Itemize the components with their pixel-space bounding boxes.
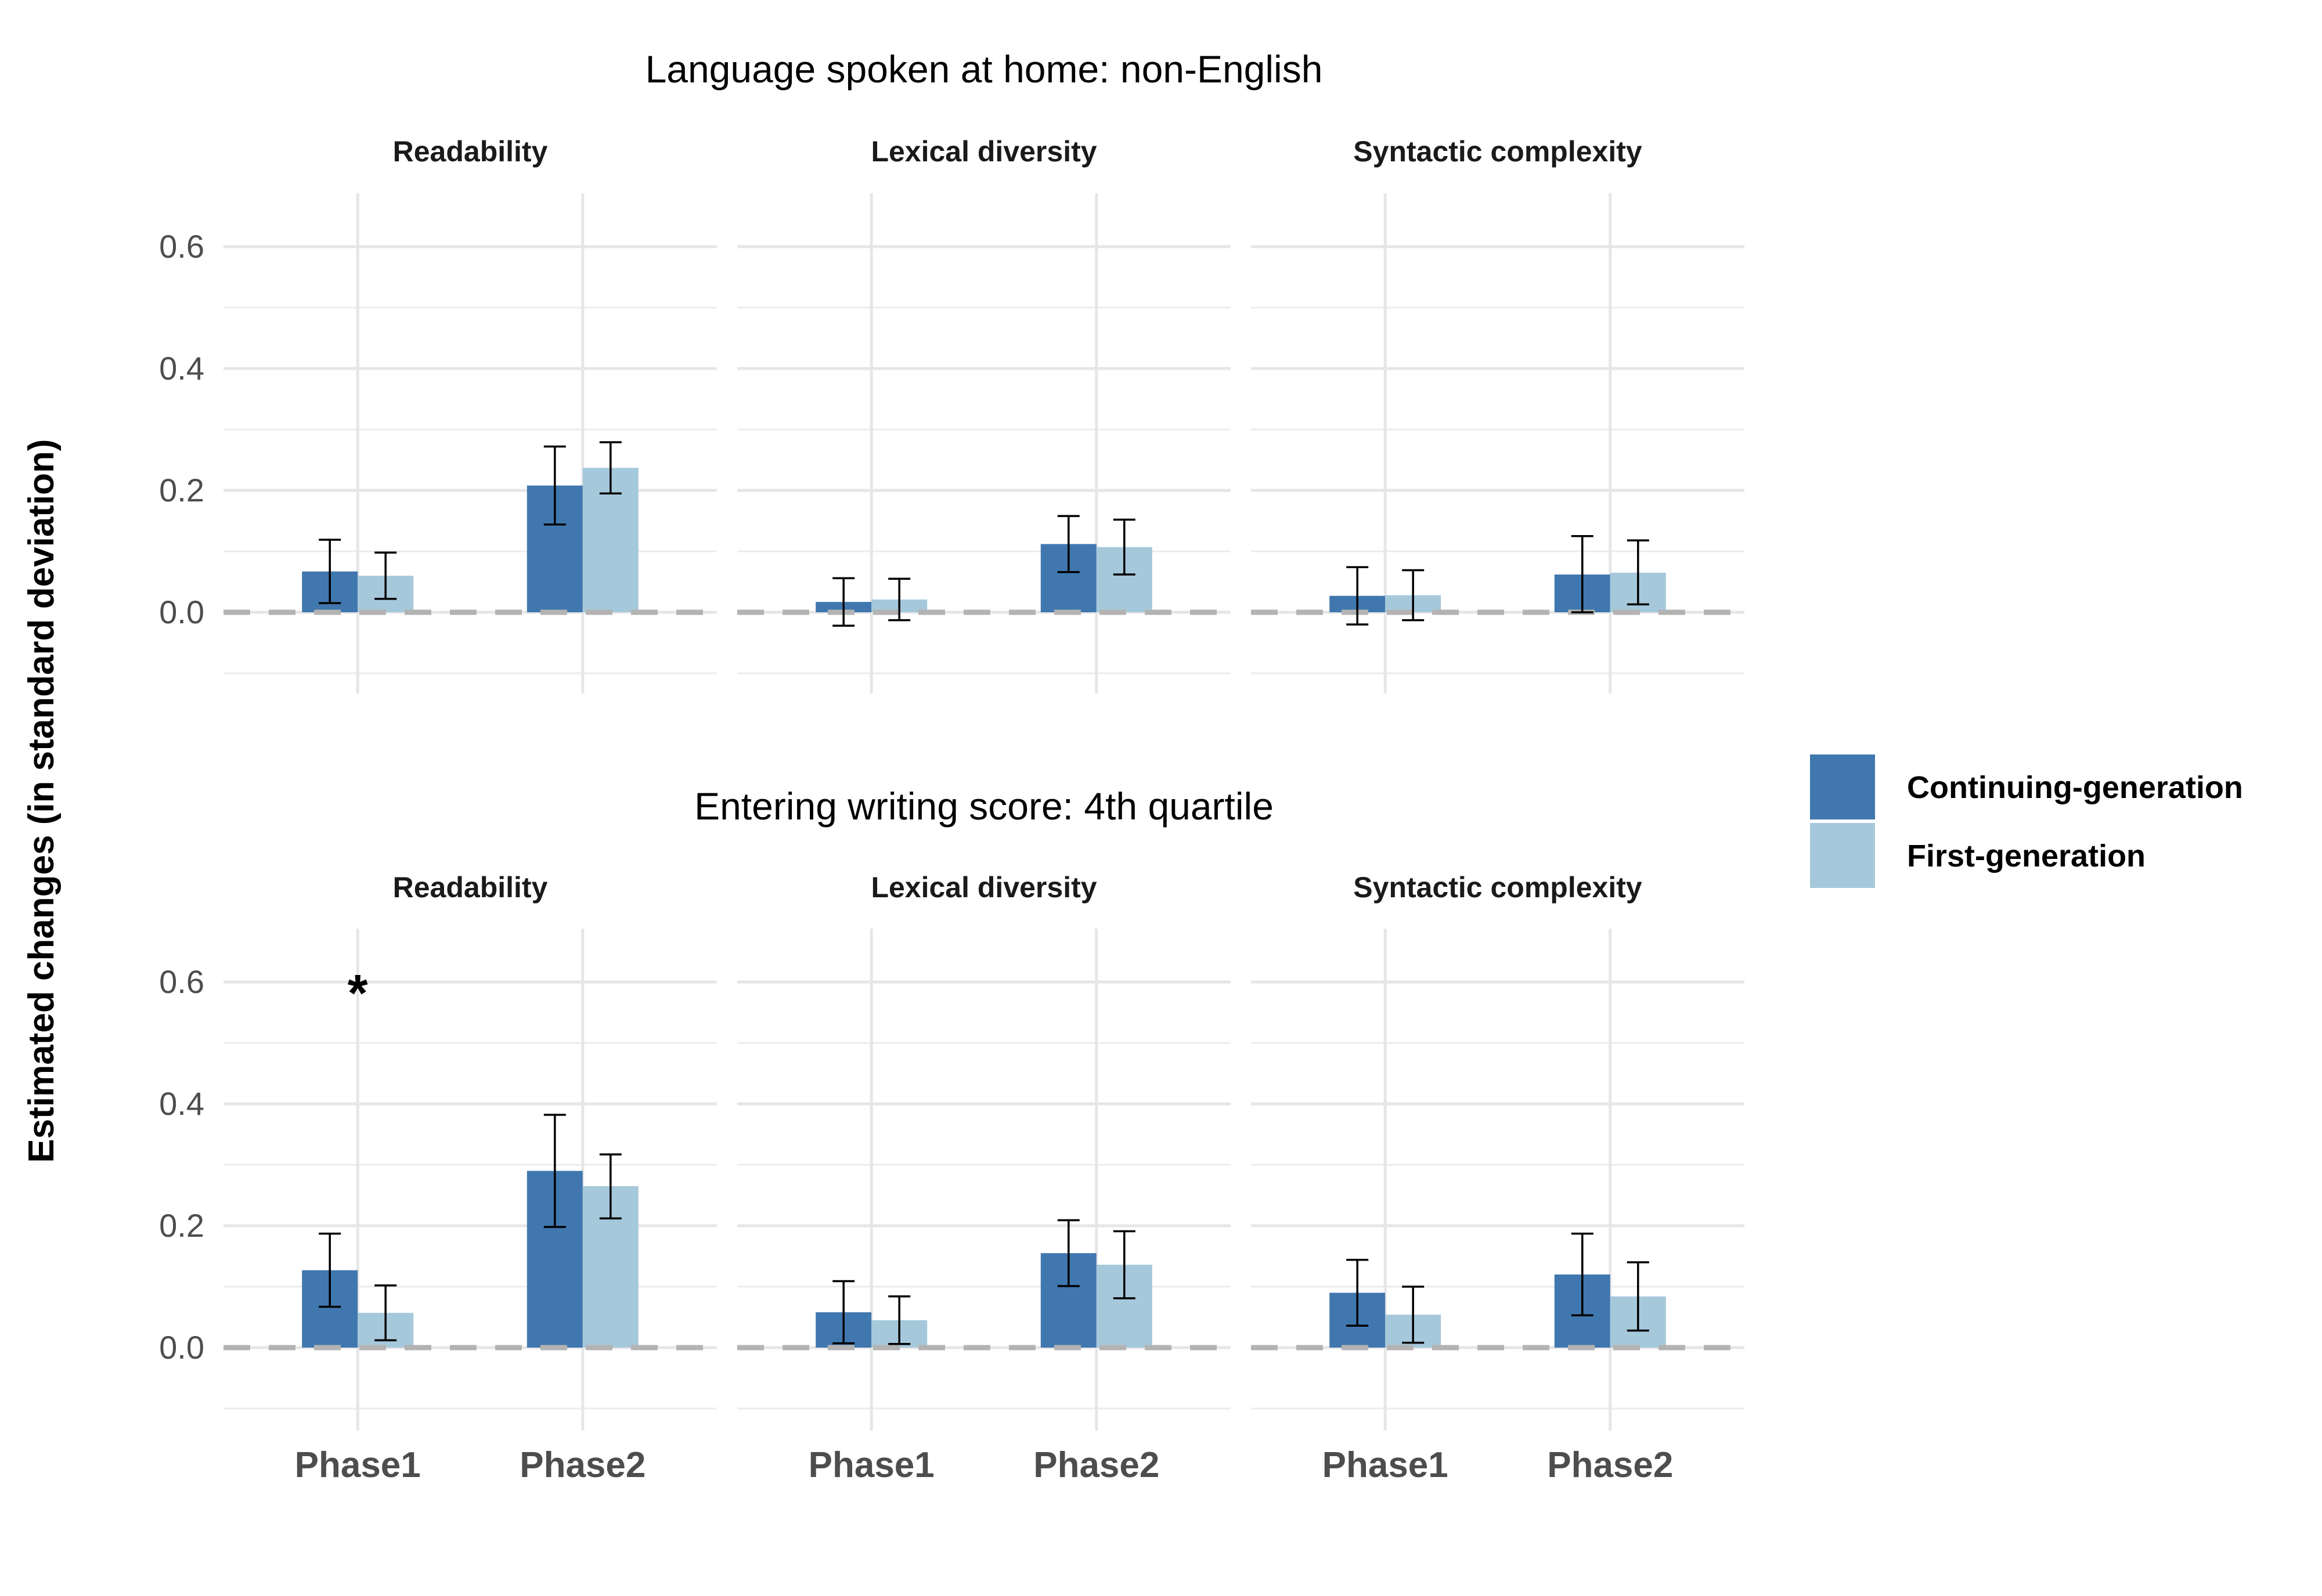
y-tick-label: 0.0 (159, 1329, 204, 1366)
y-tick-label: 0.6 (159, 228, 204, 265)
y-tick-label: 0.4 (159, 1085, 204, 1122)
facet-strip-label: Lexical diversity (871, 871, 1097, 904)
x-tick-label: Phase1 (809, 1445, 935, 1485)
x-tick-label: Phase2 (1033, 1445, 1159, 1485)
y-axis-title: Estimated changes (in standard deviation… (21, 439, 62, 1162)
facet-strip-label: Readability (393, 135, 548, 168)
y-tick-label: 0.6 (159, 963, 204, 1000)
x-tick-label: Phase2 (520, 1445, 646, 1485)
row-title: Entering writing score: 4th quartile (694, 785, 1274, 828)
y-tick-label: 0.0 (159, 594, 204, 630)
x-tick-label: Phase1 (1322, 1445, 1448, 1485)
legend-label: First-generation (1907, 839, 2146, 873)
facet-strip-label: Syntactic complexity (1353, 871, 1642, 904)
facet-strip-label: Lexical diversity (871, 135, 1097, 168)
significance-marker: * (348, 965, 368, 1023)
y-tick-label: 0.4 (159, 350, 204, 387)
y-tick-label: 0.2 (159, 472, 204, 508)
x-tick-label: Phase1 (295, 1445, 421, 1485)
facet-strip-label: Readability (393, 871, 548, 904)
x-tick-label: Phase2 (1547, 1445, 1673, 1485)
legend-key-first (1810, 823, 1875, 888)
facet-strip-label: Syntactic complexity (1353, 135, 1642, 168)
y-tick-label: 0.2 (159, 1207, 204, 1244)
legend-label: Continuing-generation (1907, 770, 2243, 805)
row-title: Language spoken at home: non-English (646, 48, 1323, 91)
legend-key-continuing (1810, 754, 1875, 819)
